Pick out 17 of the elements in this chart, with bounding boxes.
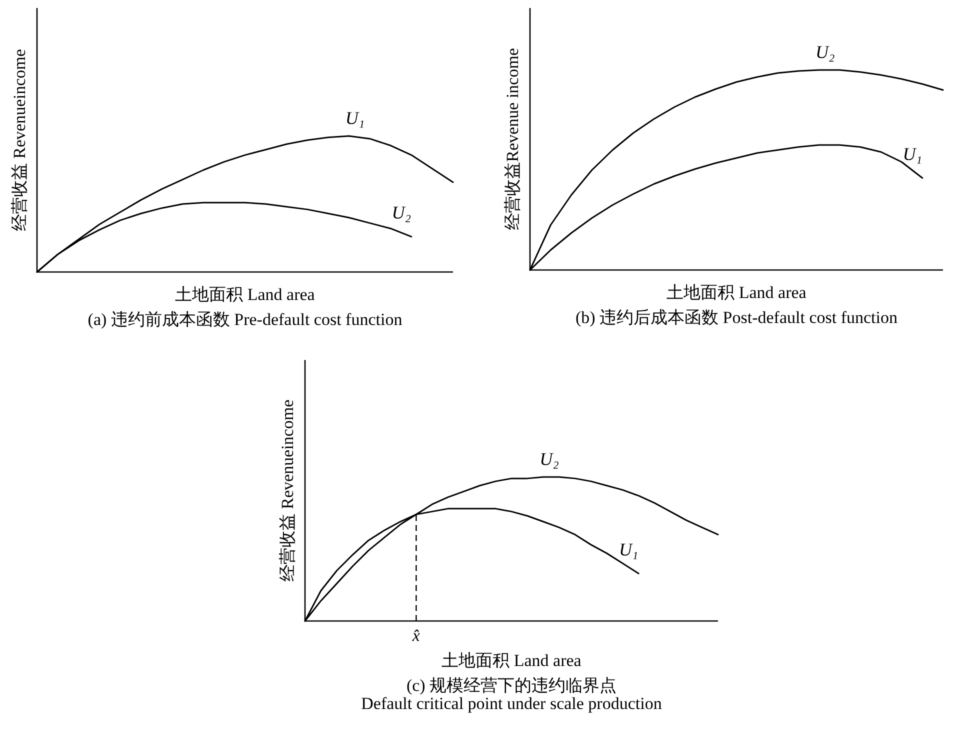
y-axis-title: 经营收益Revenue income [503, 48, 522, 230]
series-label: U₂ [392, 202, 412, 223]
series-label: U₁ [902, 144, 922, 164]
y-axis-title: 经营收益 Revenueincome [10, 49, 29, 231]
series-label: U₁ [618, 539, 638, 560]
text: (b) 违约后成本函数 Post-default cost function [575, 308, 898, 327]
series-label: U₁ [345, 108, 365, 128]
x-axis-title: 土地面积 Land area [666, 283, 807, 302]
x-axis-title: 土地面积 Land area [442, 651, 582, 670]
x-axis-title: 土地面积 Land area [175, 285, 316, 304]
text: x̂ [411, 626, 420, 645]
series-label: U₂ [815, 42, 835, 62]
text: (a) 违约前成本函数 Pre-default cost function [88, 310, 403, 329]
text: (c) 规模经营下的违约临界点 [406, 676, 617, 695]
text: Default critical point under scale production [361, 694, 662, 713]
series-label: U₂ [540, 449, 559, 469]
y-axis-title: 经营收益 Revenueincome [278, 400, 297, 582]
